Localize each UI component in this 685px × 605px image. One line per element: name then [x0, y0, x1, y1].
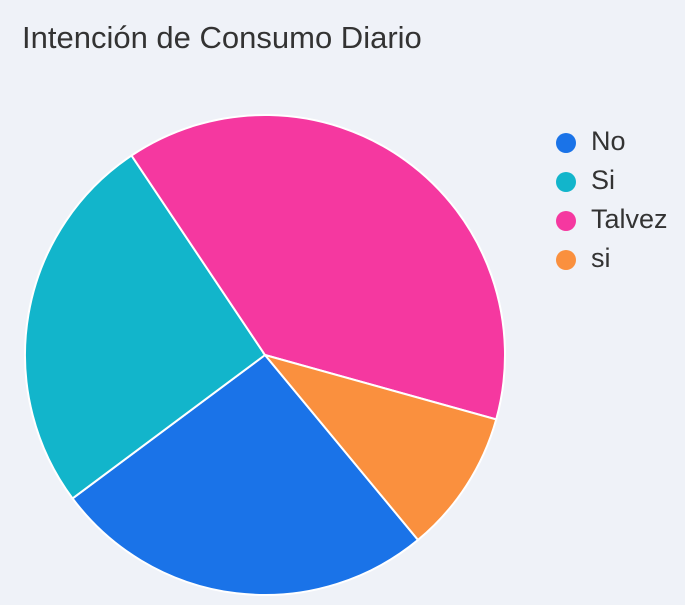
pie-slice: [71, 353, 420, 596]
pie-slice: [130, 114, 506, 421]
legend-swatch: [556, 211, 576, 231]
legend-label: No: [591, 126, 626, 156]
pie-slice: [262, 353, 498, 542]
legend-swatch: [556, 133, 576, 153]
legend-label: Si: [591, 165, 615, 195]
legend-swatch: [556, 172, 576, 192]
legend-swatch: [556, 250, 576, 270]
legend-label: si: [591, 243, 611, 273]
pie-slice: [24, 154, 267, 500]
legend-label: Talvez: [591, 204, 668, 234]
chart-title: Intención de Consumo Diario: [22, 20, 422, 55]
